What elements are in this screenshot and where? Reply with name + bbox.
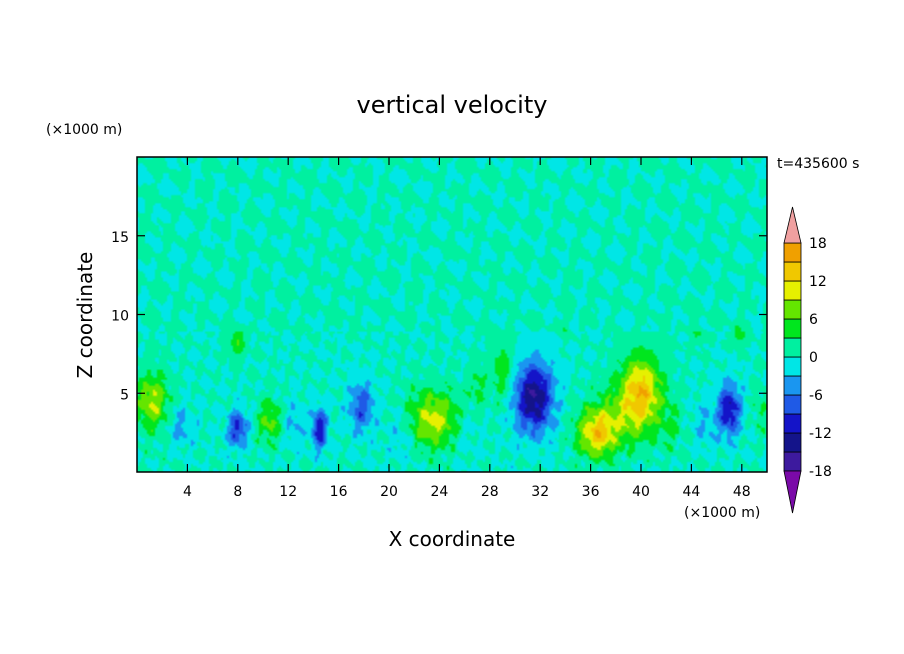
colorbar-swatch	[783, 299, 802, 320]
y-unit-label: (×1000 m)	[46, 122, 122, 138]
colorbar-swatch	[783, 356, 802, 377]
y-tick-label: 10	[111, 309, 129, 325]
colorbar-swatch	[783, 375, 802, 396]
colorbar-tick-label: 18	[809, 236, 827, 252]
y-tick-label: 15	[111, 230, 129, 246]
colorbar-extend-max	[783, 206, 802, 244]
x-unit-label: (×1000 m)	[684, 505, 760, 521]
colorbar-tick-label: -6	[809, 388, 823, 404]
colorbar-swatch	[783, 280, 802, 301]
colorbar-swatch	[783, 337, 802, 358]
colorbar-tick-label: 6	[809, 312, 818, 328]
time-label: t=435600 s	[777, 156, 859, 172]
colorbar-swatch	[783, 394, 802, 415]
colorbar-tick-label: -18	[809, 464, 832, 480]
colorbar-swatch	[783, 432, 802, 453]
y-axis-label: Z coordinate	[73, 252, 97, 379]
colorbar-swatch	[783, 451, 802, 472]
colorbar-swatch	[783, 261, 802, 282]
x-tick-label: 12	[279, 484, 297, 500]
x-tick-label: 44	[682, 484, 700, 500]
x-axis-ticks: 4 8 12 16 20 24 28 32 36 40 44 48	[183, 157, 751, 500]
x-tick-label: 24	[430, 484, 448, 500]
x-tick-label: 16	[330, 484, 348, 500]
colorbar-tick-label: -12	[809, 426, 832, 442]
x-tick-label: 8	[233, 484, 242, 500]
x-tick-label: 48	[733, 484, 751, 500]
colorbar-swatch	[783, 242, 802, 263]
x-tick-label: 28	[481, 484, 499, 500]
x-tick-label: 32	[531, 484, 549, 500]
colorbar: 18 12 6 0 -6 -12 -18	[783, 206, 832, 514]
y-tick-label: 5	[120, 387, 129, 403]
plot-area	[137, 157, 767, 472]
velocity-field	[137, 157, 767, 472]
x-tick-label: 40	[632, 484, 650, 500]
colorbar-swatch	[783, 413, 802, 434]
x-tick-label: 20	[380, 484, 398, 500]
x-tick-label: 36	[582, 484, 600, 500]
colorbar-extend-min	[783, 470, 802, 514]
colorbar-tick-label: 12	[809, 274, 827, 290]
colorbar-swatch	[783, 318, 802, 339]
x-tick-label: 4	[183, 484, 192, 500]
colorbar-tick-label: 0	[809, 350, 818, 366]
x-axis-label: X coordinate	[389, 527, 516, 551]
plot-frame	[136, 156, 768, 473]
y-axis-ticks: 5 10 15	[111, 230, 767, 403]
chart-title: vertical velocity	[357, 91, 548, 119]
